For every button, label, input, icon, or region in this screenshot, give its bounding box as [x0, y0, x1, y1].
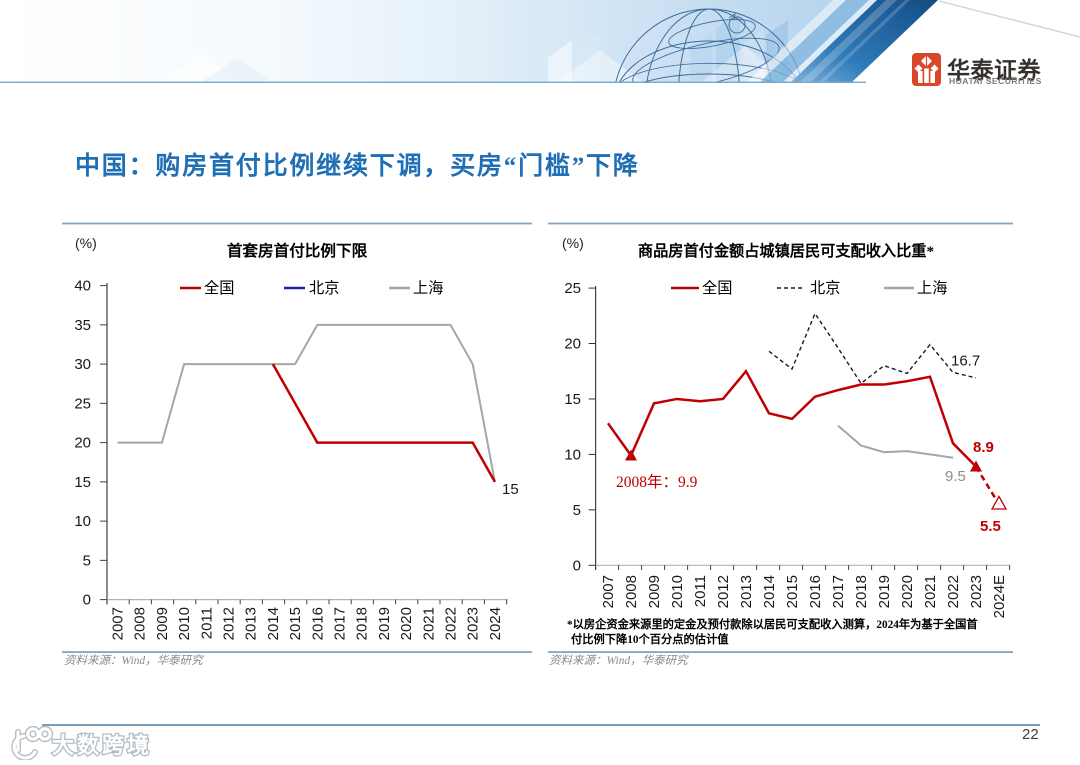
svg-text:全国: 全国: [702, 279, 732, 297]
svg-text:2010: 2010: [176, 607, 193, 640]
svg-text:*以房企资金来源里的定金及预付款除以居民可支配收入测算，20: *以房企资金来源里的定金及预付款除以居民可支配收入测算，2024年为基于全国首: [567, 617, 978, 631]
svg-text:付比例下降10个百分点的估计值: 付比例下降10个百分点的估计值: [571, 632, 729, 646]
svg-text:2008年：9.9: 2008年：9.9: [616, 473, 698, 491]
svg-text:2011: 2011: [692, 575, 709, 607]
svg-text:2023: 2023: [465, 607, 482, 640]
svg-text:2013: 2013: [243, 607, 260, 640]
svg-text:(%): (%): [562, 235, 584, 251]
svg-text:2016: 2016: [807, 575, 824, 608]
svg-text:0: 0: [83, 592, 91, 609]
svg-text:2007: 2007: [110, 607, 127, 640]
svg-text:首套房首付比例下限: 首套房首付比例下限: [227, 241, 368, 260]
svg-text:2022: 2022: [945, 575, 962, 608]
svg-text:资料来源：Wind，华泰研究: 资料来源：Wind，华泰研究: [549, 654, 689, 667]
svg-text:2007: 2007: [600, 575, 617, 608]
svg-text:2011: 2011: [198, 607, 215, 639]
svg-text:2009: 2009: [646, 575, 663, 608]
svg-text:2013: 2013: [738, 575, 755, 608]
svg-text:2019: 2019: [376, 607, 393, 640]
svg-text:2017: 2017: [332, 607, 349, 640]
svg-text:2014: 2014: [761, 575, 778, 608]
svg-text:2008: 2008: [132, 607, 149, 640]
svg-text:25: 25: [564, 280, 581, 297]
svg-text:15: 15: [564, 391, 581, 408]
svg-text:2018: 2018: [853, 575, 870, 608]
svg-text:15: 15: [502, 481, 519, 498]
svg-text:2018: 2018: [354, 607, 371, 640]
svg-text:2015: 2015: [287, 607, 304, 640]
svg-text:商品房首付金额占城镇居民可支配收入比重*: 商品房首付金额占城镇居民可支配收入比重*: [638, 242, 934, 260]
svg-text:2019: 2019: [876, 575, 893, 608]
svg-text:2009: 2009: [154, 607, 171, 640]
svg-text:2015: 2015: [784, 575, 801, 608]
svg-text:10: 10: [564, 446, 581, 463]
svg-text:2016: 2016: [309, 607, 326, 640]
svg-text:2008: 2008: [623, 575, 640, 608]
svg-text:资料来源：Wind，华泰研究: 资料来源：Wind，华泰研究: [64, 654, 204, 667]
svg-text:2021: 2021: [922, 575, 939, 608]
svg-text:20: 20: [564, 336, 581, 353]
svg-text:5: 5: [83, 552, 91, 569]
svg-text:16.7: 16.7: [951, 353, 980, 370]
svg-text:20: 20: [74, 435, 91, 452]
svg-text:2014: 2014: [265, 607, 282, 640]
svg-text:0: 0: [573, 557, 581, 574]
svg-text:25: 25: [74, 395, 91, 412]
svg-text:2024: 2024: [487, 607, 504, 640]
svg-text:2022: 2022: [443, 607, 460, 640]
svg-text:2012: 2012: [715, 575, 732, 608]
svg-text:2020: 2020: [398, 607, 415, 640]
svg-text:40: 40: [74, 278, 91, 295]
svg-text:5: 5: [573, 502, 581, 519]
svg-text:(%): (%): [75, 235, 97, 251]
svg-text:2023: 2023: [968, 575, 985, 608]
svg-text:8.9: 8.9: [973, 439, 994, 456]
svg-text:北京: 北京: [309, 280, 339, 297]
svg-text:全国: 全国: [204, 279, 234, 297]
svg-text:北京: 北京: [810, 280, 840, 297]
svg-text:2010: 2010: [669, 575, 686, 608]
svg-text:10: 10: [74, 513, 91, 530]
svg-text:上海: 上海: [413, 280, 443, 297]
svg-text:2017: 2017: [830, 575, 847, 608]
svg-text:2012: 2012: [221, 607, 238, 640]
svg-text:上海: 上海: [917, 280, 947, 297]
svg-text:9.5: 9.5: [945, 468, 966, 485]
svg-text:30: 30: [74, 356, 91, 373]
svg-text:2021: 2021: [420, 607, 437, 640]
svg-text:15: 15: [74, 474, 91, 491]
svg-text:大数跨境: 大数跨境: [52, 733, 152, 758]
svg-text:2024E: 2024E: [991, 575, 1008, 618]
svg-text:大数跨境: 大数跨境: [52, 733, 152, 758]
svg-text:35: 35: [74, 317, 91, 334]
svg-text:2020: 2020: [899, 575, 916, 608]
svg-text:5.5: 5.5: [980, 518, 1001, 535]
